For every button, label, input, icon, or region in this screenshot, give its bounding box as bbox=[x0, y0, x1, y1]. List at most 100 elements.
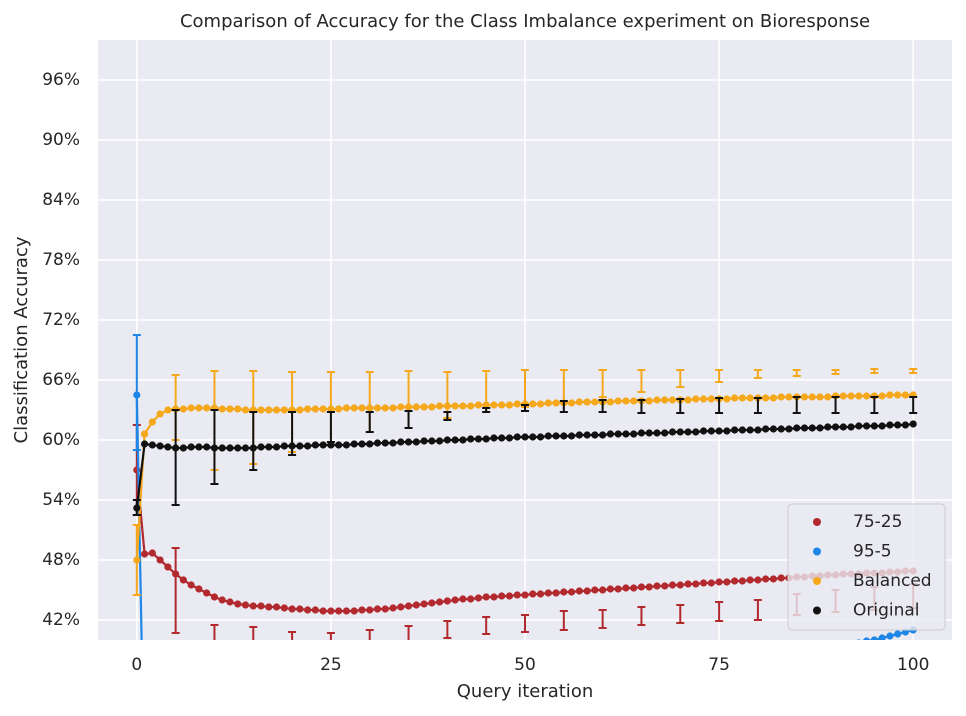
data-point bbox=[342, 607, 351, 615]
legend-label: 95-5 bbox=[853, 542, 892, 562]
data-point bbox=[203, 589, 211, 597]
data-point bbox=[832, 644, 839, 651]
data-point bbox=[661, 582, 669, 590]
data-point bbox=[638, 684, 645, 691]
data-point bbox=[870, 422, 878, 430]
data-point bbox=[754, 576, 762, 584]
data-point bbox=[459, 595, 467, 603]
data-point bbox=[824, 645, 831, 652]
data-point bbox=[280, 604, 288, 612]
data-point bbox=[676, 581, 684, 589]
data-point bbox=[490, 593, 498, 601]
data-point bbox=[637, 583, 646, 591]
data-point bbox=[156, 556, 164, 564]
data-point bbox=[436, 598, 444, 606]
data-point bbox=[607, 690, 614, 697]
data-point bbox=[863, 637, 871, 640]
data-point bbox=[738, 426, 746, 434]
data-point bbox=[769, 575, 778, 583]
error-bar bbox=[792, 396, 801, 414]
data-point bbox=[498, 592, 506, 600]
data-point bbox=[436, 437, 444, 445]
error-bar bbox=[249, 411, 258, 471]
error-bar bbox=[870, 396, 879, 414]
data-point bbox=[490, 401, 498, 409]
error-bar bbox=[404, 625, 413, 640]
error-bar bbox=[676, 398, 685, 414]
data-point bbox=[234, 405, 242, 413]
legend-box bbox=[787, 503, 946, 631]
data-point bbox=[855, 392, 863, 400]
data-point bbox=[381, 439, 389, 447]
data-point bbox=[668, 396, 677, 404]
data-point bbox=[537, 704, 544, 711]
data-point bbox=[699, 579, 708, 587]
y-tick-label: 72% bbox=[42, 310, 80, 330]
data-point bbox=[762, 425, 770, 433]
data-point bbox=[412, 601, 420, 609]
error-bar bbox=[792, 369, 801, 377]
data-point bbox=[218, 444, 226, 452]
data-point bbox=[567, 588, 576, 596]
data-point bbox=[505, 401, 514, 409]
error-bar bbox=[598, 609, 607, 629]
error-bar bbox=[637, 606, 646, 626]
data-point bbox=[677, 676, 684, 683]
chart-title: Comparison of Accuracy for the Class Imb… bbox=[180, 11, 870, 32]
error-bar bbox=[326, 632, 335, 640]
x-tick-label: 25 bbox=[320, 655, 342, 675]
error-bar bbox=[365, 629, 374, 640]
data-point bbox=[808, 424, 816, 432]
data-point bbox=[404, 438, 413, 446]
data-point bbox=[552, 399, 560, 407]
data-point bbox=[133, 556, 141, 564]
data-point bbox=[778, 655, 785, 662]
data-point bbox=[777, 425, 785, 433]
data-point bbox=[630, 397, 638, 405]
y-tick-label: 78% bbox=[42, 250, 80, 270]
data-point bbox=[335, 405, 343, 413]
data-point bbox=[350, 440, 358, 448]
error-bar bbox=[559, 610, 568, 631]
data-point bbox=[381, 404, 389, 412]
data-point bbox=[536, 400, 545, 408]
error-bar bbox=[831, 369, 840, 375]
data-point bbox=[816, 647, 823, 654]
error-bar bbox=[753, 599, 762, 621]
data-point bbox=[886, 421, 894, 429]
data-point bbox=[179, 576, 187, 584]
error-bar bbox=[753, 369, 762, 379]
data-point bbox=[723, 395, 731, 403]
data-point bbox=[653, 429, 661, 437]
data-point bbox=[777, 574, 785, 582]
data-point bbox=[140, 430, 149, 438]
data-point bbox=[863, 392, 871, 400]
data-point bbox=[249, 602, 257, 610]
data-point bbox=[513, 400, 521, 408]
data-point bbox=[373, 439, 382, 447]
data-point bbox=[482, 401, 490, 409]
data-point bbox=[327, 441, 335, 449]
data-point bbox=[148, 418, 156, 426]
data-point bbox=[793, 424, 801, 432]
data-point bbox=[684, 674, 691, 681]
data-point bbox=[304, 405, 312, 413]
data-point bbox=[397, 603, 405, 611]
error-bar bbox=[521, 614, 529, 633]
data-point bbox=[513, 591, 521, 599]
data-point bbox=[428, 599, 436, 607]
error-bar bbox=[171, 409, 180, 506]
x-tick-label: 75 bbox=[708, 655, 730, 675]
error-bar bbox=[715, 601, 724, 622]
data-point bbox=[552, 432, 560, 440]
data-point bbox=[747, 661, 754, 668]
data-point bbox=[847, 423, 855, 431]
error-bar bbox=[715, 397, 724, 414]
data-point bbox=[381, 605, 389, 613]
data-point bbox=[785, 653, 792, 660]
data-point bbox=[272, 603, 281, 611]
data-point bbox=[521, 433, 529, 441]
data-point bbox=[257, 443, 265, 451]
data-point bbox=[567, 432, 576, 440]
data-point bbox=[591, 431, 599, 439]
